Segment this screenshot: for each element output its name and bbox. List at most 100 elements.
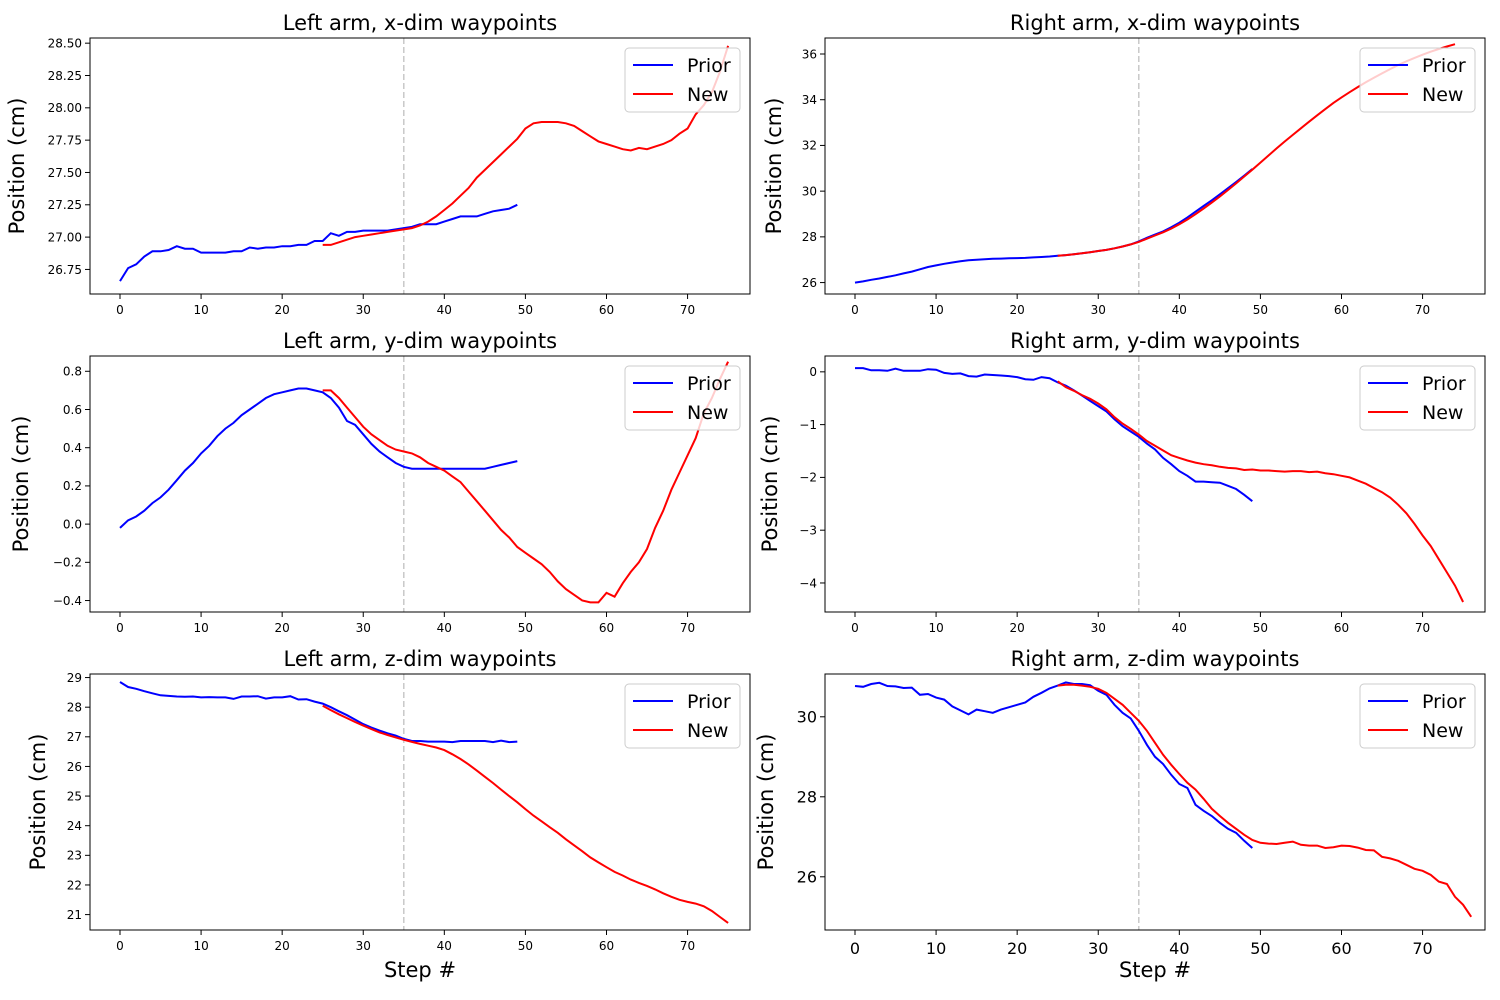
y-tick-label: 28 <box>802 230 817 244</box>
legend: Prior New <box>624 683 741 749</box>
y-tick-label: −0.2 <box>53 556 82 570</box>
y-tick-label: 23 <box>67 849 82 863</box>
subplot-title: Right arm, x-dim waypoints <box>1010 11 1300 35</box>
legend-new-label: New <box>1422 720 1463 742</box>
subplot-title: Right arm, y-dim waypoints <box>1010 329 1300 353</box>
y-tick-label: 30 <box>802 184 817 198</box>
legend-new-label: New <box>687 402 728 424</box>
y-tick-label: 30 <box>797 708 817 727</box>
x-tick-label: 0 <box>851 621 859 635</box>
series-prior-line <box>119 203 518 282</box>
y-tick-label: 28 <box>797 788 817 807</box>
y-tick-label: 27.00 <box>48 230 82 244</box>
x-tick-label: 20 <box>275 939 290 953</box>
subplot-title: Left arm, y-dim waypoints <box>283 329 557 353</box>
y-axis-label: Position (cm) <box>26 734 50 871</box>
y-tick-label: 28.50 <box>48 36 82 50</box>
series-new-line <box>1057 683 1473 918</box>
y-tick-label: 0 <box>809 365 817 379</box>
legend-new-label: New <box>1422 402 1463 424</box>
axes-frame <box>89 355 751 613</box>
y-axis-label: Position (cm) <box>758 416 782 553</box>
series-new-line <box>1057 380 1464 603</box>
x-tick-label: 20 <box>1010 621 1025 635</box>
y-tick-label: 28.25 <box>48 69 82 83</box>
x-tick-label: 60 <box>599 303 614 317</box>
x-tick-label: 70 <box>680 621 695 635</box>
series-new-line <box>322 361 730 604</box>
series-new-line <box>322 45 730 246</box>
x-tick-label: 0 <box>850 939 860 958</box>
x-tick-label: 40 <box>1169 939 1189 958</box>
legend: Prior New <box>624 365 741 431</box>
x-tick-label: 10 <box>928 621 943 635</box>
x-tick-label: 50 <box>518 303 533 317</box>
x-tick-label: 40 <box>1172 303 1187 317</box>
y-axis-label: Position (cm) <box>9 416 33 553</box>
y-tick-label: 0.6 <box>63 403 82 417</box>
subplot-title: Left arm, x-dim waypoints <box>283 11 557 35</box>
x-tick-label: 40 <box>437 303 452 317</box>
x-tick-label: 20 <box>1010 303 1025 317</box>
x-tick-label: 60 <box>599 621 614 635</box>
x-tick-label: 30 <box>356 939 371 953</box>
y-tick-label: −4 <box>799 576 817 590</box>
series-prior-line <box>119 681 518 744</box>
y-tick-label: −1 <box>799 418 817 432</box>
y-tick-label: −3 <box>799 524 817 538</box>
legend: Prior New <box>1359 47 1476 113</box>
y-tick-label: 0.2 <box>63 479 82 493</box>
y-tick-label: 21 <box>67 908 82 922</box>
x-tick-label: 10 <box>193 939 208 953</box>
legend-prior-label: Prior <box>687 691 731 713</box>
legend-prior-label: Prior <box>1422 691 1466 713</box>
legend: Prior New <box>624 47 741 113</box>
y-tick-label: −0.4 <box>53 594 82 608</box>
x-tick-label: 70 <box>1415 303 1430 317</box>
legend-new-label: New <box>687 84 728 106</box>
x-tick-label: 40 <box>437 939 452 953</box>
x-tick-label: 40 <box>437 621 452 635</box>
y-tick-label: 22 <box>67 878 82 892</box>
x-tick-label: 70 <box>680 303 695 317</box>
x-tick-label: 70 <box>680 939 695 953</box>
axes-frame <box>824 673 1486 931</box>
subplot-1: 0 10 20 30 40 50 60 70 26.75 27.00 27.25 27.50 27.75… <box>5 11 751 317</box>
x-tick-label: 50 <box>1253 621 1268 635</box>
y-tick-label: 27.75 <box>48 133 82 147</box>
y-axis-label: Position (cm) <box>5 98 29 235</box>
x-tick-label: 60 <box>599 939 614 953</box>
axes-frame <box>89 37 751 295</box>
legend-new-label: New <box>687 720 728 742</box>
subplot-title: Right arm, z-dim waypoints <box>1011 647 1300 671</box>
legend-prior-label: Prior <box>1422 373 1466 395</box>
x-tick-label: 50 <box>1250 939 1270 958</box>
subplot-3: 0 10 20 30 40 50 60 70 −0.4 −0.2 0.0 0.2 0.4 0.6 0.8 Le… <box>9 329 751 635</box>
legend-prior-label: Prior <box>687 373 731 395</box>
legend-new-label: New <box>1422 84 1463 106</box>
x-tick-label: 0 <box>116 303 124 317</box>
y-tick-label: 26 <box>67 760 82 774</box>
y-tick-label: 24 <box>67 819 82 833</box>
legend: Prior New <box>1359 683 1476 749</box>
y-tick-label: 28.00 <box>48 101 82 115</box>
y-tick-label: 28 <box>67 701 82 715</box>
y-tick-label: 32 <box>802 139 817 153</box>
x-tick-label: 50 <box>518 939 533 953</box>
x-tick-label: 30 <box>356 621 371 635</box>
series-prior-line <box>854 168 1253 284</box>
y-tick-label: 36 <box>802 47 817 61</box>
x-tick-label: 0 <box>851 303 859 317</box>
y-axis-label: Position (cm) <box>762 98 786 235</box>
x-tick-label: 50 <box>1253 303 1268 317</box>
y-tick-label: 0.4 <box>63 441 82 455</box>
legend-prior-label: Prior <box>1422 55 1466 77</box>
x-axis-label: Step # <box>1119 958 1191 982</box>
axes-frame <box>824 37 1486 295</box>
legend: Prior New <box>1359 365 1476 431</box>
series-new-line <box>322 704 729 924</box>
y-tick-label: 29 <box>67 671 82 685</box>
series-prior-line <box>854 681 1253 849</box>
subplot-title: Left arm, z-dim waypoints <box>284 647 557 671</box>
